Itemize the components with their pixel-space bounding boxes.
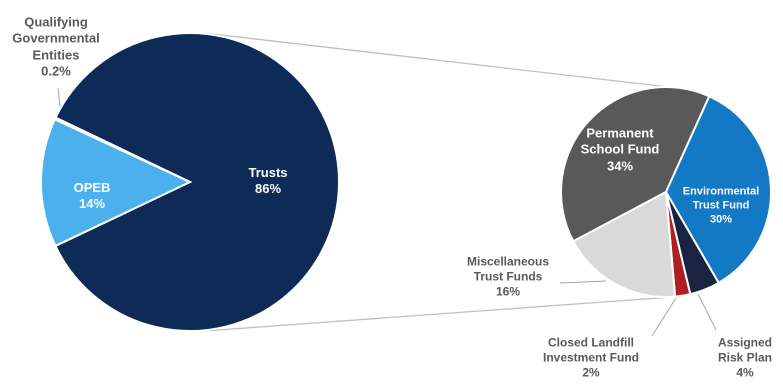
- slice-name: Miscellaneous Trust Funds: [466, 254, 550, 284]
- slice-value-label: 14%: [78, 196, 106, 211]
- slice-name: Environmental Trust Fund: [682, 185, 760, 212]
- leader-line: [559, 280, 607, 284]
- slice-label: Environmental Trust Fund 30%: [674, 185, 769, 226]
- slice-value-label: 4%: [736, 365, 754, 380]
- slice-value-label: 0.2%: [41, 63, 71, 79]
- pie-slice: [571, 190, 677, 298]
- slice-name: OPEB: [73, 179, 111, 195]
- slice-label: Qualifying Governmental Entities 0.2%: [1, 15, 111, 80]
- slice-label: Trusts 86%: [223, 165, 313, 198]
- slice-value-label: 30%: [709, 212, 733, 225]
- connector-line: [203, 32, 695, 91]
- leader-line: [651, 297, 677, 337]
- pie-slice: [53, 116, 191, 183]
- pie-slice: [54, 32, 340, 332]
- slice-label: Permanent School Fund 34%: [570, 126, 670, 175]
- slice-value-label: 86%: [254, 181, 282, 196]
- slice-name: Trusts: [248, 164, 288, 180]
- connector-line: [203, 296, 673, 332]
- slice-value-label: 34%: [606, 158, 634, 174]
- slice-label: Miscellaneous Trust Funds 16%: [453, 255, 563, 300]
- slice-name: Closed Landfill Investment Fund: [542, 335, 639, 365]
- slice-value-label: 16%: [495, 284, 521, 299]
- slice-name: Assigned Risk Plan: [717, 335, 773, 365]
- slice-label: Closed Landfill Investment Fund 2%: [521, 336, 661, 381]
- slice-name: Qualifying Governmental Entities: [12, 14, 100, 63]
- pie-slice: [560, 86, 711, 243]
- slice-label: OPEB 14%: [62, 180, 122, 213]
- pie-slice: [40, 117, 193, 248]
- slice-name: Permanent School Fund: [580, 125, 660, 157]
- slice-label: Assigned Risk Plan 4%: [705, 336, 783, 381]
- leader-line: [697, 293, 717, 331]
- slice-value-label: 2%: [582, 365, 600, 380]
